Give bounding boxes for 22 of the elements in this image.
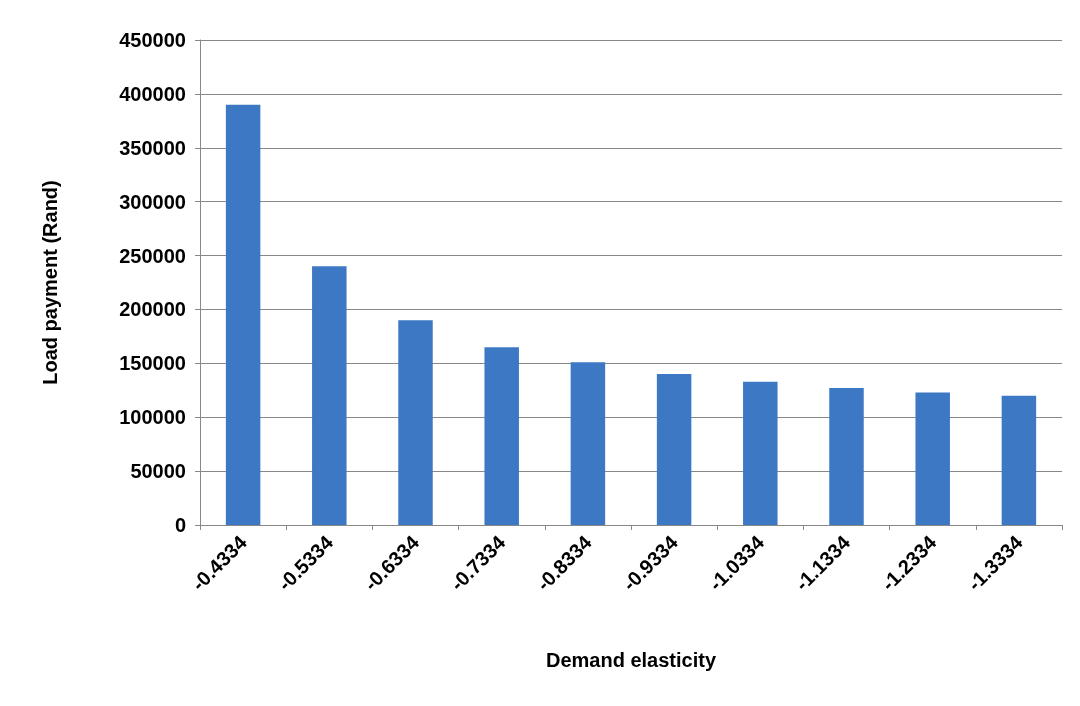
bar (225, 104, 261, 525)
y-tick-label: 100000 (119, 406, 186, 429)
bar (570, 362, 606, 525)
bar (484, 347, 519, 525)
bar (915, 392, 950, 525)
y-tick-label: 400000 (119, 82, 186, 105)
bar (829, 388, 864, 525)
y-tick-label: 300000 (119, 190, 186, 213)
y-tick-label: 200000 (119, 298, 186, 321)
bar (1001, 395, 1037, 525)
bar (312, 266, 347, 525)
bar (743, 381, 778, 525)
y-tick-label: 50000 (130, 460, 186, 483)
x-axis-title: Demand elasticity (545, 649, 717, 671)
y-tick-label: 250000 (119, 244, 186, 267)
bar (398, 320, 433, 525)
bar (656, 374, 692, 525)
y-tick-label: 450000 (119, 29, 186, 51)
y-tick-label: 0 (174, 514, 186, 536)
y-axis-title: Load payment (Rand) (39, 180, 61, 385)
y-tick-label: 150000 (119, 352, 186, 375)
y-tick-label: 350000 (119, 136, 186, 159)
